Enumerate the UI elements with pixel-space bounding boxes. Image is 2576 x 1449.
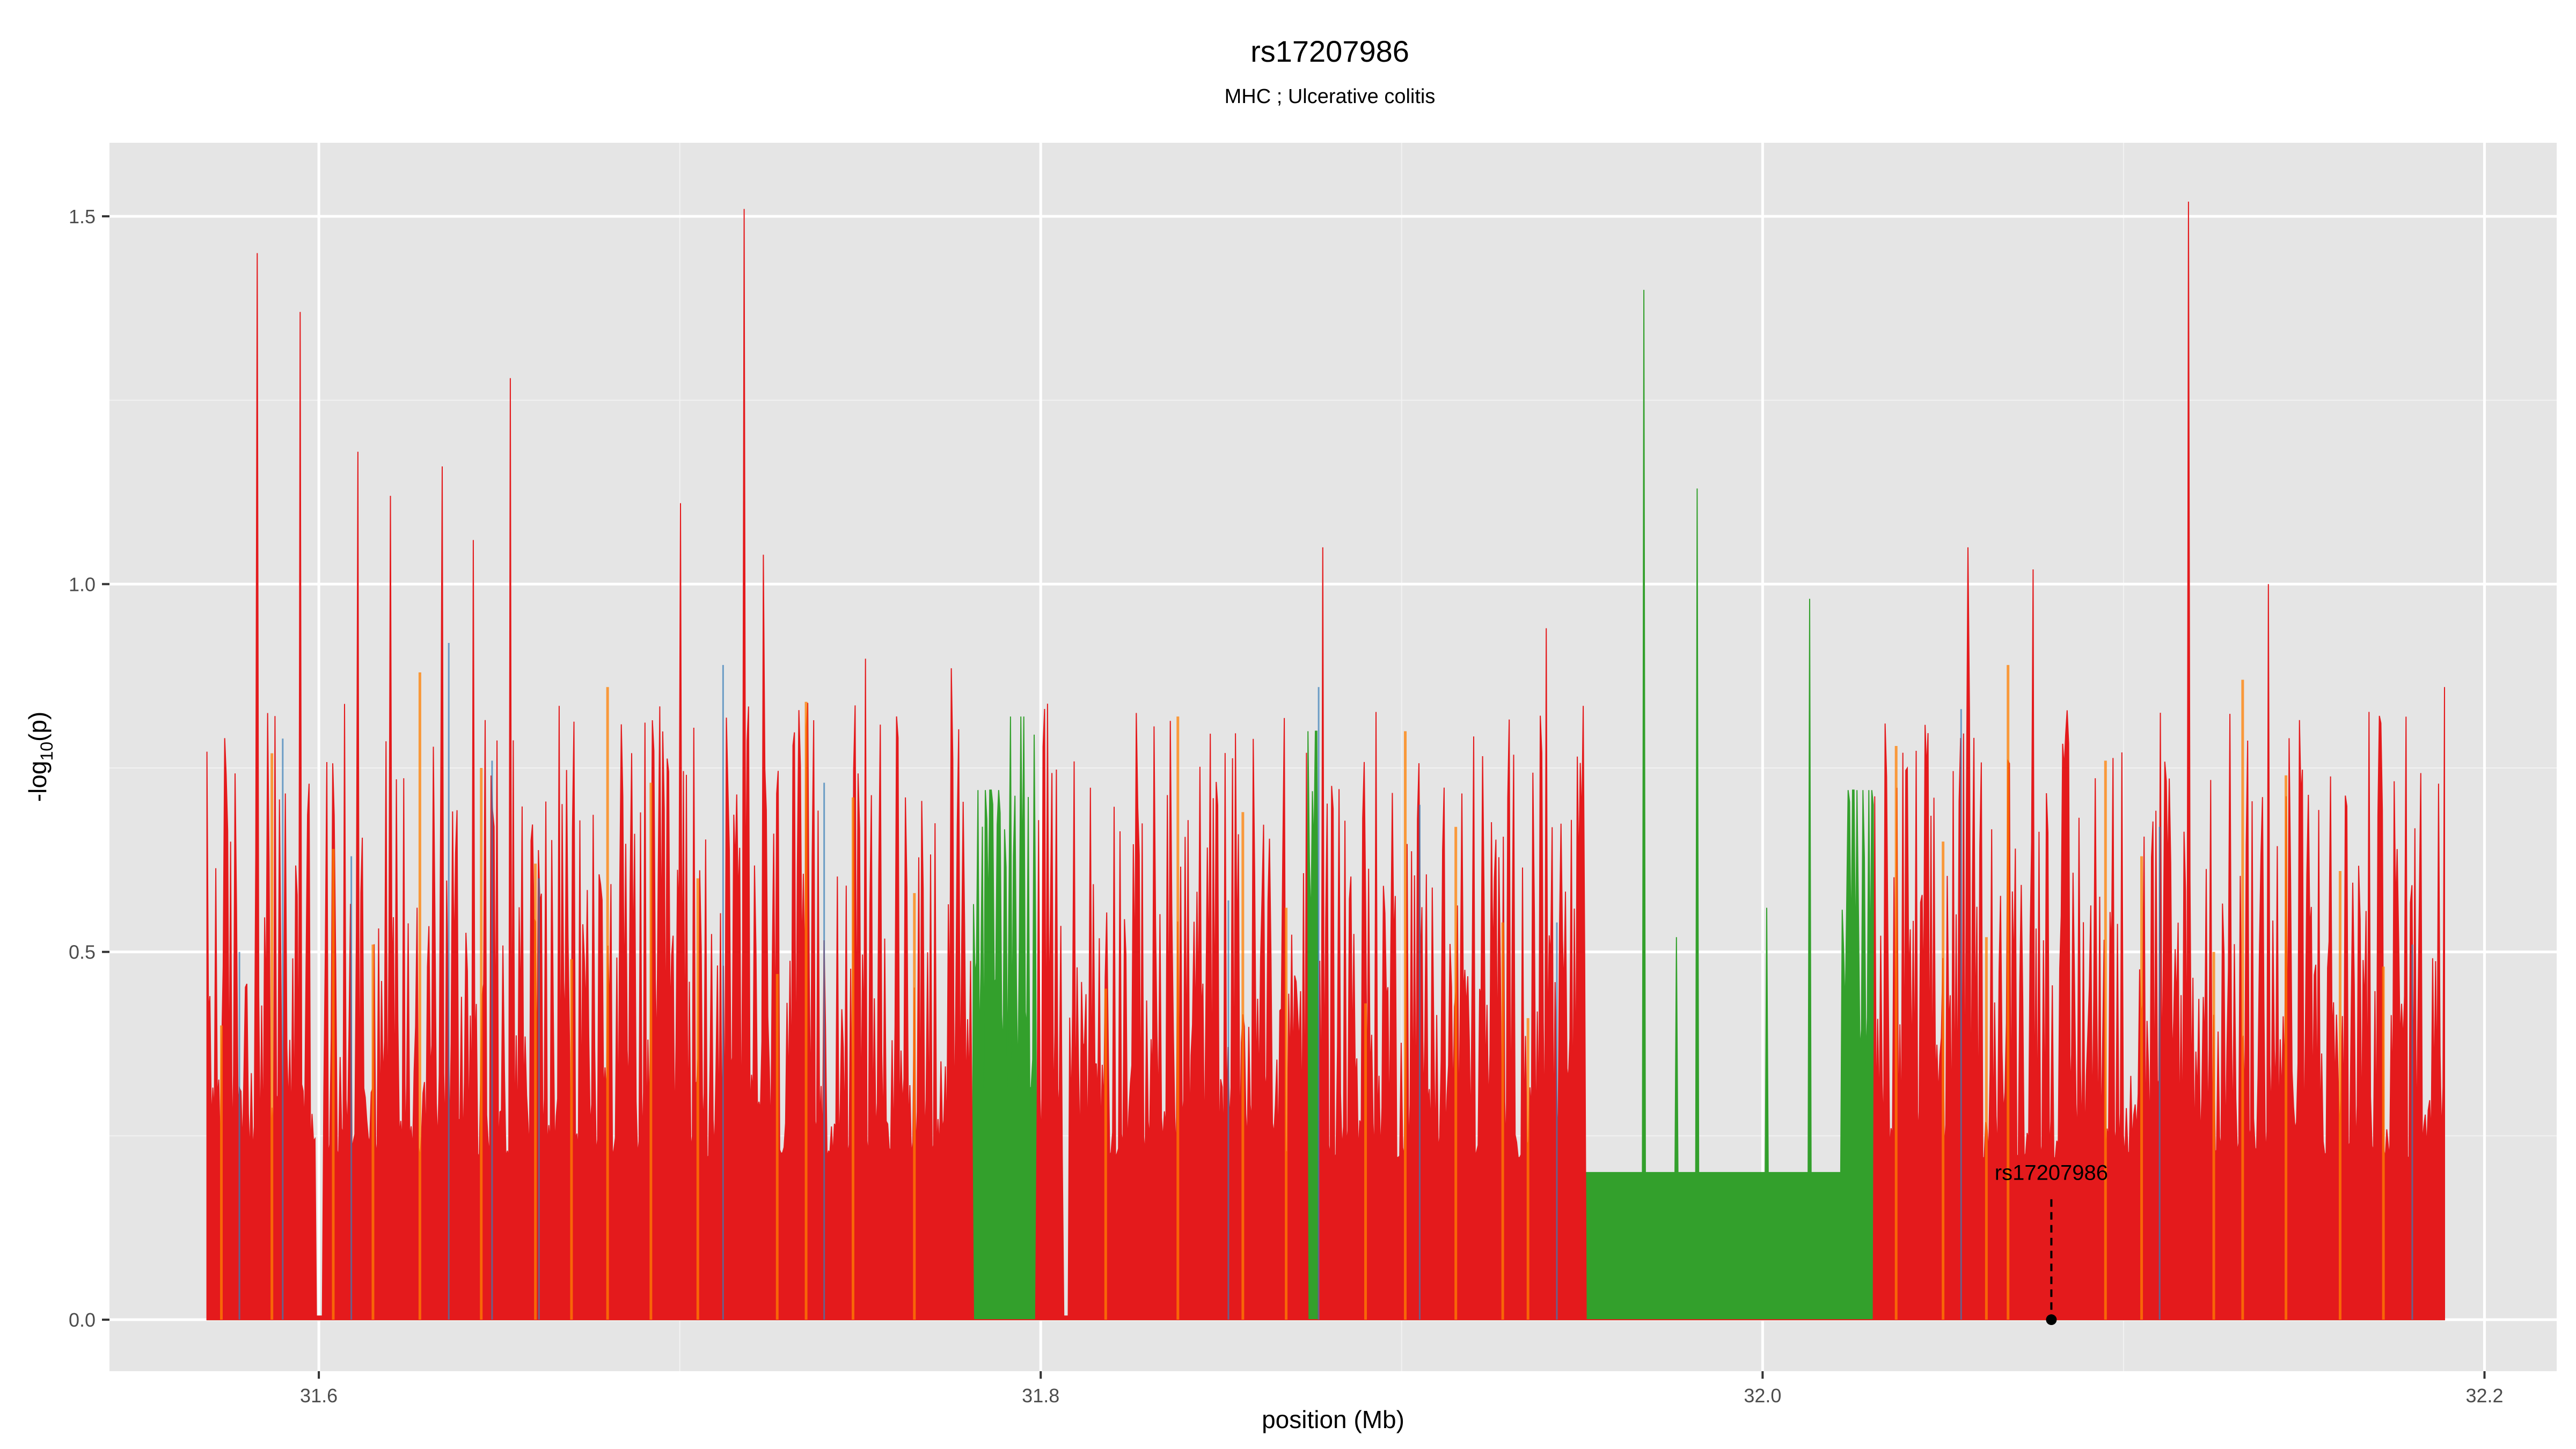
x-tick-label-2: 32.0 — [1744, 1385, 1781, 1407]
y-tick-label-2: 1.0 — [69, 573, 96, 595]
series-red — [206, 201, 2445, 1321]
x-tick-label-3: 32.2 — [2465, 1385, 2503, 1407]
x-tick-label-1: 31.8 — [1022, 1385, 1059, 1407]
y-tick-label-1: 0.5 — [69, 941, 96, 963]
y-tick-label-0: 0.0 — [69, 1309, 96, 1331]
signal-series — [206, 201, 2445, 1321]
y-axis-title-tail: (p) — [24, 712, 52, 742]
annotation-label: rs17207986 — [1995, 1161, 2108, 1185]
y-axis-title: -log10(p) — [24, 712, 56, 802]
y-tick-label-3: 1.5 — [69, 206, 96, 228]
snp-annotation: rs17207986 — [1995, 1161, 2108, 1326]
annotation-point — [2046, 1314, 2057, 1326]
y-axis: 0.0 0.5 1.0 1.5 — [69, 206, 109, 1331]
y-axis-title-sub: 10 — [37, 742, 56, 761]
x-axis-title: position (Mb) — [1262, 1406, 1404, 1433]
chart-title: rs17207986 — [1250, 34, 1409, 68]
x-tick-label-0: 31.6 — [300, 1385, 338, 1407]
x-axis: 31.6 31.8 32.0 32.2 — [300, 1371, 2504, 1407]
chart-subtitle: MHC ; Ulcerative colitis — [1225, 85, 1436, 108]
y-axis-title-main: -log — [24, 761, 52, 802]
